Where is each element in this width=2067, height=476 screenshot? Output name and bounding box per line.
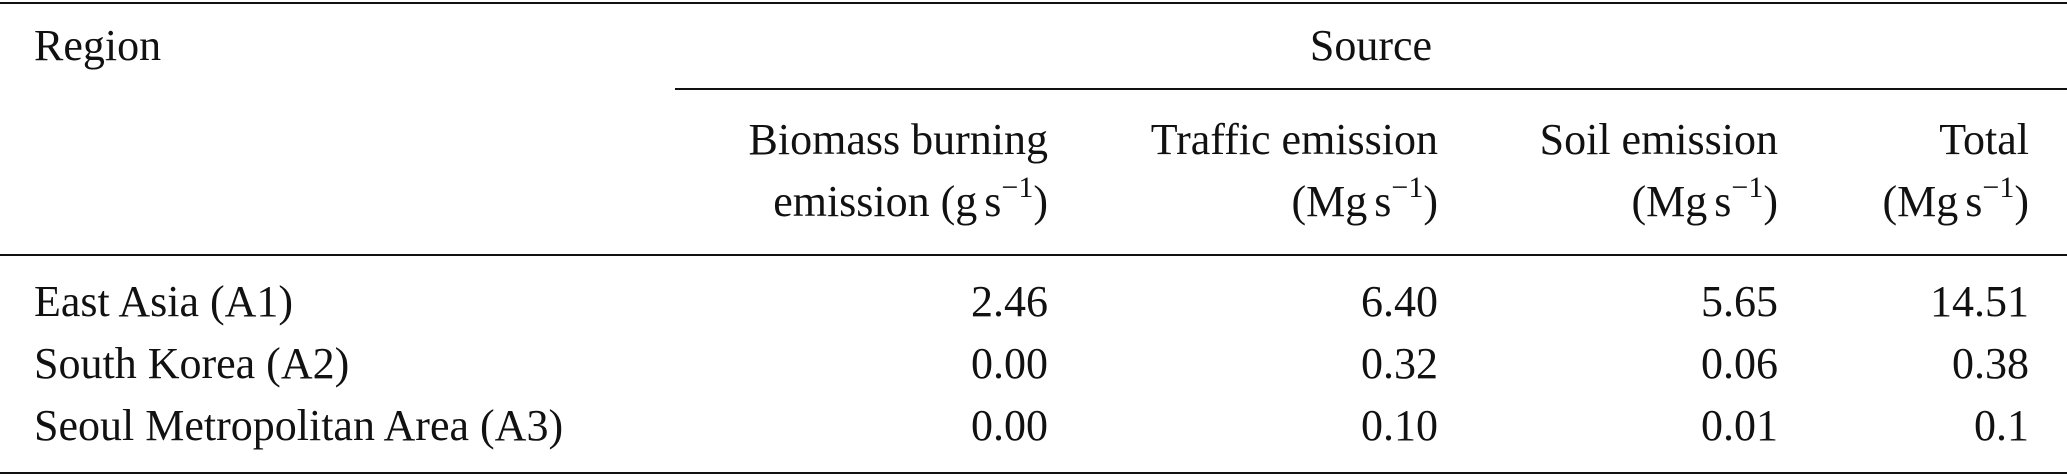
header-biomass-line1: Biomass burning — [748, 115, 1048, 164]
header-rule — [0, 254, 2067, 256]
bottom-rule — [0, 472, 2067, 474]
header-source: Source — [1309, 21, 1433, 70]
header-soil-line1: Soil emission — [1539, 115, 1778, 164]
row-biomass: 0.00 — [971, 401, 1048, 450]
header-total-unit: (Mg s−1) — [1882, 171, 2029, 226]
row-region: South Korea (A2) — [34, 339, 350, 388]
row-biomass: 0.00 — [971, 339, 1048, 388]
row-region: Seoul Metropolitan Area (A3) — [34, 401, 564, 450]
row-total: 0.1 — [1974, 401, 2029, 450]
row-soil: 0.06 — [1701, 339, 1778, 388]
row-region: East Asia (A1) — [34, 277, 294, 326]
top-rule — [0, 2, 2067, 4]
row-traffic: 6.40 — [1361, 277, 1438, 326]
row-biomass: 2.46 — [971, 277, 1048, 326]
header-total-line1: Total — [1939, 115, 2029, 164]
row-soil: 5.65 — [1701, 277, 1778, 326]
row-soil: 0.01 — [1701, 401, 1778, 450]
header-traffic-line1: Traffic emission — [1150, 115, 1438, 164]
header-traffic-unit: (Mg s−1) — [1291, 171, 1438, 226]
row-total: 14.51 — [1930, 277, 2029, 326]
header-biomass-unit: emission (g s−1) — [773, 171, 1048, 226]
source-rule — [675, 88, 2067, 90]
row-traffic: 0.32 — [1361, 339, 1438, 388]
row-total: 0.38 — [1952, 339, 2029, 388]
header-soil-unit: (Mg s−1) — [1631, 171, 1778, 226]
header-region: Region — [34, 21, 162, 70]
row-traffic: 0.10 — [1361, 401, 1438, 450]
